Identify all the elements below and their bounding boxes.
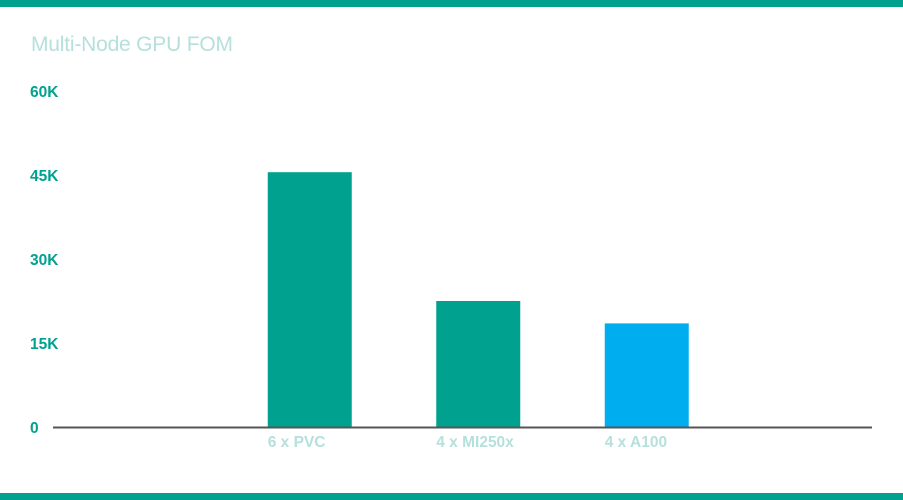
x-tick-label: 4 x A100 — [605, 434, 667, 451]
y-tick-label: 0 — [30, 420, 39, 437]
y-tick-label: 60K — [30, 84, 59, 101]
chart-title: Multi-Node GPU FOM — [31, 33, 233, 56]
bar-1 — [267, 172, 352, 427]
bottom-accent-stripe — [0, 493, 903, 500]
y-tick-label: 15K — [30, 336, 59, 353]
bar-3 — [604, 323, 689, 427]
top-accent-stripe — [0, 0, 903, 7]
y-tick-label: 30K — [30, 252, 59, 269]
bar-2 — [436, 301, 521, 427]
y-tick-label: 45K — [30, 168, 59, 185]
x-tick-label: 4 x MI250x — [436, 434, 514, 451]
x-tick-label: 6 x PVC — [268, 434, 326, 451]
